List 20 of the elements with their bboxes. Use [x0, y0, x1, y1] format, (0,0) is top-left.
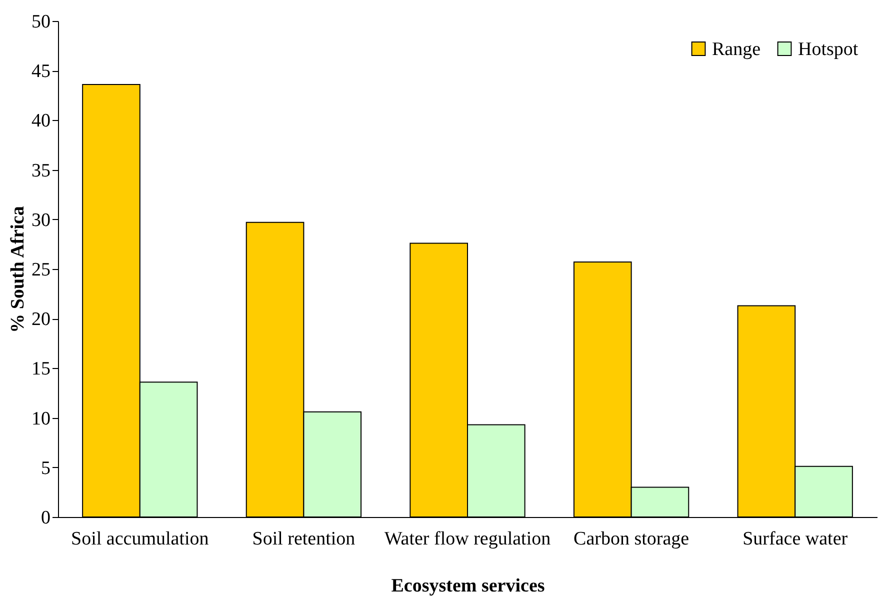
x-tick-label: Water flow regulation [384, 528, 552, 550]
legend-label: Range [712, 38, 761, 60]
y-tick-label: 35 [32, 160, 50, 182]
y-tick-label: 15 [32, 358, 50, 380]
x-tick-label: Soil retention [252, 528, 356, 550]
x-axis-title: Ecosystem services [391, 576, 545, 596]
legend-label: Hotspot [798, 38, 859, 60]
y-tick-label: 40 [32, 110, 50, 132]
y-tick-label: 25 [32, 260, 50, 280]
y-tick-label: 5 [41, 458, 50, 479]
y-tick-label: 50 [32, 12, 50, 32]
x-tick-label: Carbon storage [574, 528, 690, 550]
y-tick-label: 0 [41, 508, 50, 528]
y-tick-label: 30 [32, 210, 50, 231]
y-tick-label: 45 [32, 61, 50, 82]
y-tick-label: 20 [32, 309, 50, 330]
y-axis-title: % South Africa [8, 206, 28, 333]
x-tick-label: Soil accumulation [71, 528, 210, 550]
x-tick-label: Surface water [742, 528, 848, 550]
y-tick-label: 10 [32, 408, 50, 430]
